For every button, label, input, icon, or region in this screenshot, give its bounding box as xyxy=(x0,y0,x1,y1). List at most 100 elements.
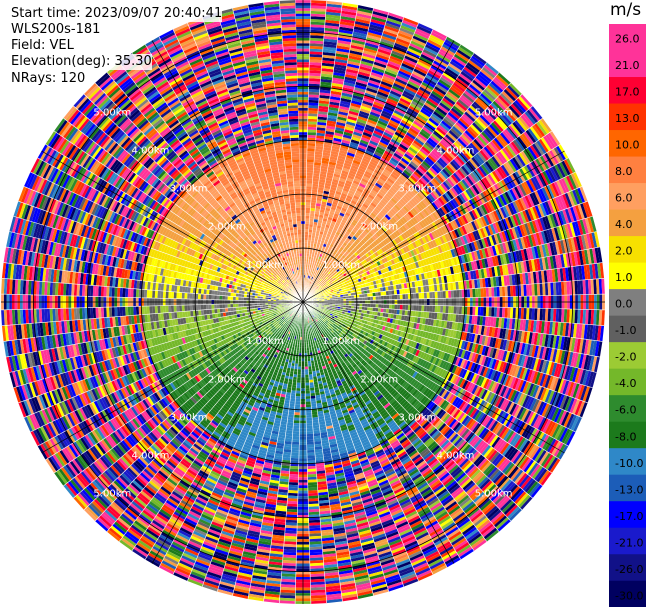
velocity-cell xyxy=(341,7,358,14)
velocity-cell xyxy=(346,152,356,158)
velocity-cell xyxy=(373,151,383,158)
velocity-cell xyxy=(375,93,388,101)
velocity-cell xyxy=(442,305,446,314)
velocity-cell xyxy=(402,90,415,99)
velocity-cell xyxy=(308,232,313,236)
velocity-cell xyxy=(331,85,343,90)
velocity-cell xyxy=(330,184,338,189)
velocity-cell xyxy=(413,68,427,77)
velocity-cell xyxy=(408,127,420,136)
velocity-cell xyxy=(309,62,322,66)
velocity-cell xyxy=(310,16,326,20)
velocity-cell xyxy=(322,270,326,275)
velocity-cell xyxy=(380,38,395,46)
velocity-cell xyxy=(311,189,318,193)
velocity-cell xyxy=(321,220,327,225)
velocity-cell xyxy=(347,113,359,119)
velocity-cell xyxy=(397,304,401,310)
velocity-cell xyxy=(353,87,366,93)
velocity-cell xyxy=(381,110,393,118)
velocity-cell xyxy=(390,173,399,181)
velocity-cell xyxy=(405,293,409,300)
velocity-cell xyxy=(309,276,313,280)
velocity-cell xyxy=(419,108,432,118)
velocity-cell xyxy=(359,162,369,169)
velocity-cell xyxy=(325,19,340,24)
velocity-cell xyxy=(446,65,461,76)
velocity-cell xyxy=(315,135,325,139)
velocity-cell xyxy=(328,237,334,242)
ray-separator xyxy=(302,17,405,303)
velocity-cell xyxy=(358,110,370,117)
velocity-cell xyxy=(349,50,363,56)
velocity-cell xyxy=(423,124,435,134)
velocity-cell xyxy=(336,228,342,234)
velocity-cell xyxy=(370,158,379,165)
velocity-cell xyxy=(396,164,405,172)
velocity-cell xyxy=(348,146,358,153)
velocity-cell xyxy=(356,212,363,218)
velocity-cell xyxy=(345,197,352,203)
velocity-cell xyxy=(339,147,349,153)
velocity-cell xyxy=(395,147,406,156)
velocity-cell xyxy=(332,198,340,203)
velocity-cell xyxy=(369,111,381,118)
velocity-cell xyxy=(326,120,337,125)
velocity-cell xyxy=(380,291,384,296)
velocity-cell xyxy=(327,197,334,202)
velocity-cell xyxy=(364,303,368,308)
velocity-cell xyxy=(405,52,420,62)
velocity-cell xyxy=(375,296,379,301)
velocity-cell xyxy=(371,199,379,206)
velocity-cell xyxy=(403,87,417,96)
velocity-cell xyxy=(304,229,309,233)
velocity-cell xyxy=(327,216,333,221)
velocity-cell xyxy=(391,304,395,310)
velocity-cell xyxy=(402,60,416,69)
velocity-cell xyxy=(338,149,348,155)
velocity-cell xyxy=(336,205,343,210)
velocity-cell xyxy=(339,103,351,108)
velocity-cell xyxy=(412,70,426,80)
velocity-cell xyxy=(304,258,307,262)
velocity-cell xyxy=(305,207,311,211)
velocity-cell xyxy=(378,295,382,301)
velocity-cell xyxy=(310,288,313,292)
velocity-cell xyxy=(362,155,372,161)
velocity-cell xyxy=(369,24,385,31)
velocity-cell xyxy=(400,157,410,166)
velocity-cell xyxy=(353,26,369,32)
velocity-cell xyxy=(319,95,331,99)
velocity-cell xyxy=(375,53,390,61)
velocity-cell xyxy=(397,70,411,79)
velocity-cell xyxy=(469,306,473,316)
velocity-cell xyxy=(374,148,385,156)
velocity-cell xyxy=(306,161,315,165)
velocity-cell xyxy=(359,139,370,146)
velocity-cell xyxy=(357,71,371,78)
velocity-cell xyxy=(352,159,361,165)
velocity-cell xyxy=(371,106,383,113)
velocity-cell xyxy=(327,230,332,235)
velocity-cell xyxy=(320,73,333,78)
velocity-cell xyxy=(368,204,376,211)
velocity-cell xyxy=(402,17,419,26)
velocity-cell xyxy=(390,52,405,61)
velocity-cell xyxy=(379,188,387,196)
velocity-cell xyxy=(323,41,338,46)
velocity-cell xyxy=(385,20,402,28)
velocity-cell xyxy=(485,306,489,317)
velocity-cell xyxy=(493,307,498,318)
velocity-cell xyxy=(335,231,341,236)
velocity-cell xyxy=(410,73,424,82)
velocity-cell xyxy=(315,269,319,273)
velocity-cell xyxy=(314,159,322,163)
velocity-cell xyxy=(356,118,367,125)
velocity-cell xyxy=(391,114,403,122)
velocity-cell xyxy=(354,126,365,132)
velocity-cell xyxy=(324,238,329,243)
velocity-cell xyxy=(331,145,341,150)
velocity-cell xyxy=(348,110,359,116)
velocity-cell xyxy=(310,207,316,212)
velocity-cell xyxy=(357,185,365,191)
